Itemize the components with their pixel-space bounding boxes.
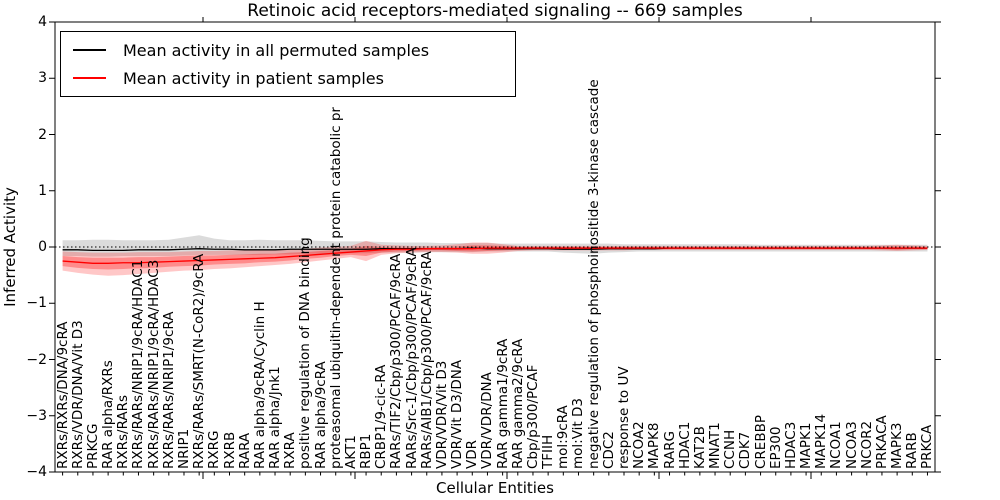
legend-item-patient: Mean activity in patient samples [73,65,515,91]
legend-item-permuted: Mean activity in all permuted samples [73,37,515,63]
legend-label-permuted: Mean activity in all permuted samples [123,40,430,60]
y-tick-label: 0 [38,239,47,255]
chart-title: Retinoic acid receptors-mediated signali… [247,1,743,21]
y-tick-label: 3 [38,70,47,87]
y-tick-label: −3 [26,407,47,424]
y-tick-label: 4 [38,14,47,30]
legend: Mean activity in all permuted samples Me… [60,31,516,97]
legend-black-line-icon [73,49,106,51]
y-tick-label: −4 [26,464,47,480]
y-tick-label: 2 [38,126,47,143]
legend-label-patient: Mean activity in patient samples [123,68,384,88]
y-tick-label: 1 [38,182,47,199]
legend-red-line-icon [73,77,106,79]
y-tick-label: −2 [26,351,47,368]
x-axis-label: Cellular Entities [436,479,554,497]
y-tick-label: −1 [26,295,47,312]
